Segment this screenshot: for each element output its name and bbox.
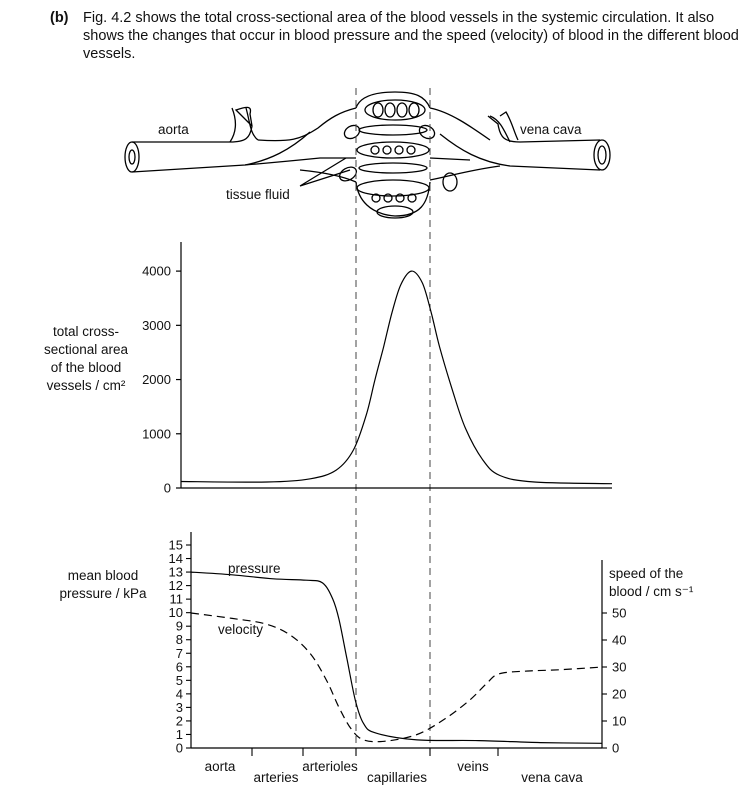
speed-y-tick-label: 50 [612, 606, 626, 621]
pressure-y-tick-label: 6 [176, 659, 183, 674]
pressure-curve [190, 571, 603, 744]
area-y-tick-label: 0 [164, 481, 171, 496]
region-label-capillaries: capillaries [367, 770, 427, 785]
velocity-series-label: velocity [218, 622, 263, 637]
speed-y-tick-label: 10 [612, 714, 626, 729]
pressure-y-tick-label: 1 [176, 727, 183, 742]
pressure-y-tick-label: 3 [176, 700, 183, 715]
aorta-opening [124, 141, 140, 173]
area-y-label-line: vessels / cm² [47, 378, 126, 393]
area-y-tick-label: 1000 [142, 426, 171, 441]
aorta-branch [229, 107, 259, 143]
pressure-y-tick-label: 9 [176, 619, 183, 634]
aorta-vessel [131, 106, 311, 173]
pressure-y-tick-label: 2 [176, 713, 183, 728]
pressure-y-tick-label: 14 [169, 551, 183, 566]
pressure-y-tick-label: 0 [176, 741, 183, 756]
label-vena-cava: vena cava [520, 122, 582, 137]
speed-y-tick-label: 20 [612, 687, 626, 702]
vena-cava-opening [593, 139, 611, 171]
area-y-label-line: of the blood [51, 360, 122, 375]
pressure-y-tick-label: 4 [176, 686, 183, 701]
speed-y-ticks: 0 10 20 30 40 50 [602, 606, 626, 756]
speed-y-tick-label: 40 [612, 633, 626, 648]
speed-y-axis-label: speed of the blood / cm s⁻¹ [609, 566, 694, 599]
area-curve [180, 270, 613, 485]
caption-text: Fig. 4.2 shows the total cross-sectional… [83, 10, 739, 62]
pressure-y-axis-label: mean blood pressure / kPa [59, 568, 147, 601]
pressure-y-tick-label: 8 [176, 632, 183, 647]
pressure-y-tick-label: 7 [176, 646, 183, 661]
pressure-y-label-line: mean blood [68, 568, 139, 583]
pressure-series-label: pressure [228, 561, 281, 576]
capillary-network-outline [355, 91, 431, 217]
area-y-label-line: sectional area [44, 342, 129, 357]
region-label-aorta: aorta [205, 759, 236, 774]
area-y-axis-label: total cross-sectional area of the blood ve… [44, 324, 129, 393]
speed-y-label-line: speed of the [609, 566, 683, 581]
vena-cava-branch [489, 111, 519, 143]
region-label-vena cava: vena cava [521, 770, 583, 785]
pressure-y-label-line: pressure / kPa [59, 586, 147, 601]
speed-y-label-line: blood / cm s⁻¹ [609, 584, 694, 599]
capillary-bed-diagram [124, 91, 611, 219]
region-x-ticks: aorta arteries arterioles capillaries veins v… [205, 748, 583, 785]
label-tissue-fluid: tissue fluid [226, 187, 290, 202]
region-label-veins: veins [457, 759, 489, 774]
area-y-tick-label: 3000 [142, 318, 171, 333]
tissue-fluid-pointer [299, 157, 351, 187]
pressure-y-tick-label: 12 [169, 578, 183, 593]
area-chart: 0 1000 2000 3000 4000 total cross-sectional … [44, 242, 613, 496]
label-aorta: aorta [158, 122, 189, 137]
area-y-label-line: total cross- [53, 324, 119, 339]
area-y-tick-label: 2000 [142, 372, 171, 387]
region-label-arteries: arteries [253, 770, 298, 785]
area-y-ticks: 0 1000 2000 3000 4000 [142, 264, 181, 496]
speed-y-tick-label: 0 [612, 741, 619, 756]
pressure-y-tick-label: 10 [169, 605, 183, 620]
pressure-y-tick-label: 11 [170, 592, 184, 607]
pressure-y-tick-label: 13 [169, 565, 183, 580]
speed-y-tick-label: 30 [612, 660, 626, 675]
area-y-tick-label: 4000 [142, 264, 171, 279]
region-label-arterioles: arterioles [302, 759, 358, 774]
vena-cava-vessel [439, 115, 601, 171]
caption-label: (b) [50, 10, 69, 26]
velocity-curve [190, 612, 603, 743]
pressure-y-tick-label: 15 [169, 538, 183, 553]
venule-branches [429, 107, 501, 181]
pressure-y-tick-label: 5 [176, 673, 183, 688]
arteriole-branches [244, 107, 357, 183]
